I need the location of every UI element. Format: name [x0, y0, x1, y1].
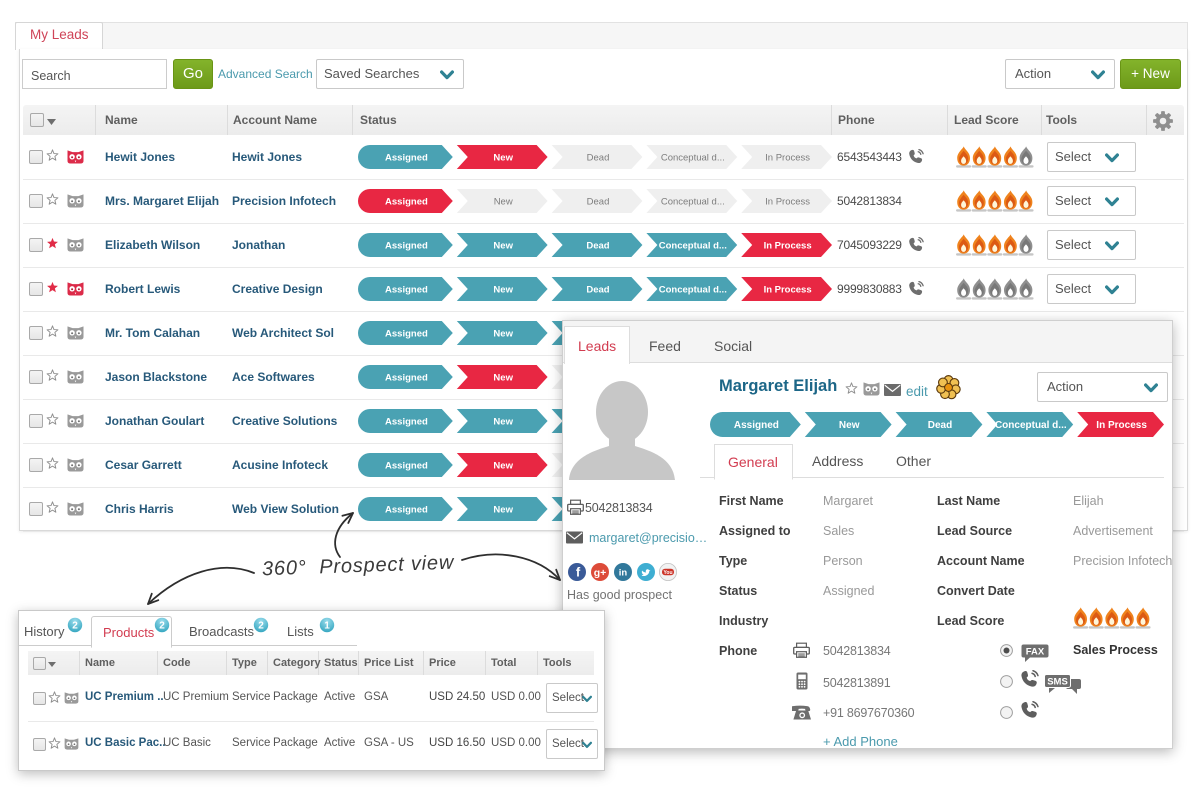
- svg-text:Conceptual d...: Conceptual d...: [661, 196, 725, 207]
- svg-text:New: New: [494, 196, 513, 207]
- svg-text:New: New: [493, 372, 513, 383]
- svg-text:New: New: [839, 420, 860, 431]
- svg-text:Assigned: Assigned: [734, 420, 779, 431]
- svg-text:You: You: [663, 570, 672, 576]
- svg-text:Dead: Dead: [587, 196, 610, 207]
- svg-text:In Process: In Process: [765, 152, 810, 163]
- svg-text:Assigned: Assigned: [385, 284, 428, 295]
- svg-text:Conceptual d...: Conceptual d...: [995, 420, 1067, 431]
- svg-text:2: 2: [72, 621, 78, 632]
- svg-text:In Process: In Process: [764, 240, 812, 251]
- svg-text:g+: g+: [594, 567, 607, 579]
- svg-text:New: New: [493, 240, 513, 251]
- svg-text:f: f: [576, 565, 581, 580]
- svg-text:Conceptual d...: Conceptual d...: [661, 152, 725, 163]
- svg-text:Assigned: Assigned: [385, 460, 428, 471]
- svg-text:Assigned: Assigned: [385, 240, 428, 251]
- svg-text:New: New: [493, 328, 513, 339]
- svg-text:In Process: In Process: [765, 196, 810, 207]
- svg-text:Conceptual d...: Conceptual d...: [659, 284, 727, 295]
- svg-text:Assigned: Assigned: [385, 372, 428, 383]
- svg-text:New: New: [493, 460, 513, 471]
- svg-text:Assigned: Assigned: [385, 328, 428, 339]
- svg-text:Assigned: Assigned: [385, 152, 428, 163]
- svg-text:Dead: Dead: [586, 284, 609, 295]
- svg-text:1: 1: [324, 621, 330, 632]
- svg-text:New: New: [493, 152, 513, 163]
- svg-text:2: 2: [159, 621, 165, 632]
- svg-text:2: 2: [258, 621, 264, 632]
- svg-text:Assigned: Assigned: [385, 504, 428, 515]
- svg-text:Dead: Dead: [587, 152, 610, 163]
- svg-text:Dead: Dead: [586, 240, 609, 251]
- svg-text:in: in: [619, 568, 628, 579]
- svg-text:Conceptual d...: Conceptual d...: [659, 240, 727, 251]
- svg-text:In Process: In Process: [764, 284, 812, 295]
- svg-text:New: New: [493, 284, 513, 295]
- svg-text:New: New: [493, 416, 513, 427]
- svg-text:Dead: Dead: [928, 420, 952, 431]
- svg-text:Assigned: Assigned: [385, 196, 428, 207]
- svg-text:FAX: FAX: [1026, 646, 1045, 657]
- svg-text:SMS: SMS: [1047, 677, 1068, 688]
- svg-text:In Process: In Process: [1096, 420, 1147, 431]
- svg-text:New: New: [493, 504, 513, 515]
- svg-text:Assigned: Assigned: [385, 416, 428, 427]
